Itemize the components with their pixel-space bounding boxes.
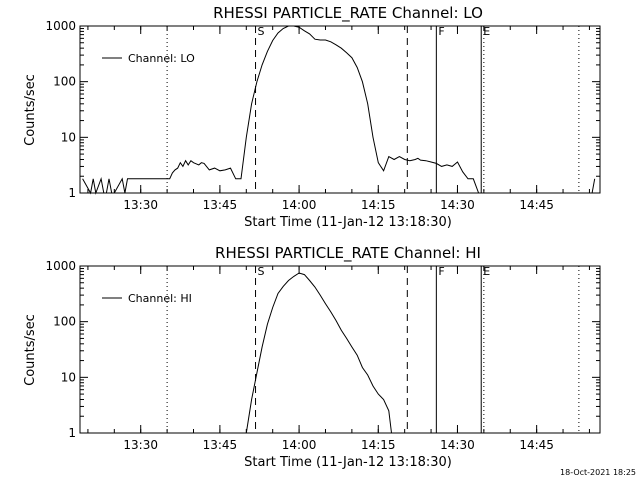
panel-hi-ytick-label: 1 [68,426,76,440]
panel-lo-xtick-label: 14:15 [361,198,396,212]
panel-lo-event-label: E [483,25,490,38]
panel-hi-xtick-label: 13:45 [203,438,238,452]
panel-lo-ytick-label: 1 [68,186,76,200]
panel-lo-ytick-label: 100 [53,75,76,89]
panel-hi-xtick-label: 14:15 [361,438,396,452]
panel-hi-xtick-label: 14:45 [519,438,554,452]
panel-hi-xtick-label: 14:30 [440,438,475,452]
panel-hi-x-axis-label: Start Time (11-Jan-12 13:18:30) [244,455,452,470]
panel-lo-event-label: S [258,25,265,38]
panel-hi-series-line [245,272,392,434]
panel-lo-y-axis-label: Counts/sec [23,74,38,146]
panel-lo-frame [79,25,601,194]
panel-lo-xtick-label: 14:00 [282,198,317,212]
panel-lo-event-label: F [438,25,444,38]
panel-hi-title: RHESSI PARTICLE_RATE Channel: HI [215,244,481,263]
panel-hi-ytick-label: 10 [61,370,76,384]
panel-lo-ytick-label: 1000 [45,19,76,33]
panel-lo-xtick-label: 14:30 [440,198,475,212]
panel-lo-series-line [82,25,596,195]
panel-hi-xtick-label: 13:30 [123,438,158,452]
panel-hi-plot-area: 1 10 100 1000 13:30 13:45 14:00 14:15 14:30 14:45… [45,259,601,452]
panel-hi-event-label: F [438,265,444,278]
panel-lo-legend-label: Channel: LO [128,52,195,65]
panel-hi-event-label: S [258,265,265,278]
panel-hi-xtick-label: 14:00 [282,438,317,452]
panel-lo-xtick-label: 13:45 [203,198,238,212]
footer-timestamp: 18-Oct-2021 18:25 [560,468,636,477]
panel-lo-xtick-label: 13:30 [123,198,158,212]
panel-hi-ytick-label: 100 [53,315,76,329]
panel-lo-x-axis-label: Start Time (11-Jan-12 13:18:30) [244,215,452,230]
panel-lo-plot-area: 1 10 100 1000 13:30 13:45 14:00 14:15 14:30 14:45… [45,19,601,212]
panel-hi: RHESSI PARTICLE_RATE Channel: HI 1101001… [23,244,601,470]
panel-hi-event-label: E [483,265,490,278]
panel-hi-frame [79,265,601,434]
panel-lo-title: RHESSI PARTICLE_RATE Channel: LO [213,4,483,23]
panel-lo-ytick-label: 10 [61,130,76,144]
panel-hi-y-axis-label: Counts/sec [23,314,38,386]
panel-hi-ytick-label: 1000 [45,259,76,273]
panel-hi-legend-label: Channel: HI [128,292,192,305]
panel-lo: RHESSI PARTICLE_RATE Channel: LO 1101001… [23,4,601,230]
panel-lo-xtick-label: 14:45 [519,198,554,212]
